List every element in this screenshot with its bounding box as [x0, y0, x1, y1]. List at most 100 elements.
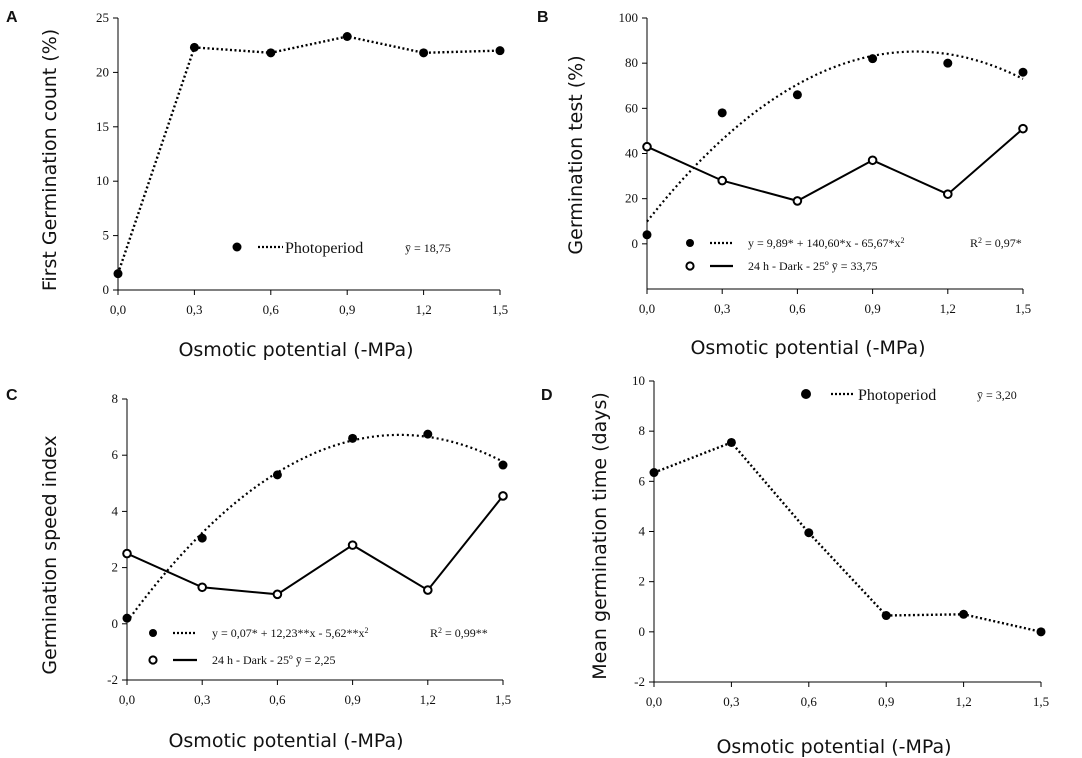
x-tick-label: 0,9	[344, 692, 360, 707]
data-point-open	[717, 175, 728, 186]
series-line-solid	[126, 495, 504, 596]
panel-c-letter: C	[6, 387, 18, 404]
panel-d-letter: D	[541, 387, 553, 404]
data-point-filled	[348, 433, 358, 443]
x-tick-label: 0,0	[646, 694, 662, 709]
x-tick-label: 0,9	[339, 302, 355, 317]
y-tick-label: 0	[112, 616, 119, 631]
x-tick-label: 1,2	[955, 694, 971, 709]
y-tick-label: 5	[103, 228, 110, 243]
x-tick-label: 0,6	[801, 694, 818, 709]
panel-d-ylabel: Mean germination time (days)	[589, 392, 611, 680]
y-tick-label: 10	[96, 173, 109, 188]
panel-c-ylabel: Germination speed index	[39, 435, 61, 674]
x-tick-label: 1,5	[492, 302, 508, 317]
x-tick-label: 1,2	[940, 301, 956, 316]
x-tick-label: 0,0	[110, 302, 126, 317]
panel-c: C Osmotic potential (-MPa) Germination s…	[6, 387, 511, 752]
legend-dark-label: 24 h - Dark - 25º ȳ = 2,25	[212, 653, 335, 667]
legend-marker-open	[148, 655, 158, 665]
legend-marker-filled	[149, 629, 157, 637]
y-tick-label: 4	[639, 524, 646, 539]
panel-d-plot: -2 0 2 4 6 8 10 0,0 0,3 0,6 0,9 1,2 1,5	[632, 373, 1049, 709]
legend-marker-filled	[232, 242, 242, 252]
y-tick-label: 15	[96, 119, 109, 134]
data-point-filled	[197, 533, 207, 543]
data-point-open	[642, 141, 652, 152]
data-point-filled	[1018, 67, 1028, 77]
data-point-filled	[959, 609, 969, 619]
series-line-dotted	[116, 35, 501, 275]
data-point-filled	[122, 613, 132, 623]
data-point-open	[272, 589, 283, 600]
y-tick-label: 10	[632, 373, 645, 388]
x-tick-label: 0,6	[789, 301, 806, 316]
panel-a-legend: Photoperiod ȳ = 18,75	[232, 240, 451, 257]
legend-label-photoperiod: Photoperiod	[858, 387, 936, 404]
legend-mean: ȳ = 18,75	[405, 241, 451, 255]
data-point-open	[423, 585, 433, 595]
data-point-filled	[726, 437, 736, 447]
data-point-filled	[1036, 627, 1046, 637]
x-tick-label: 0,3	[714, 301, 730, 316]
x-tick-label: 1,5	[495, 692, 511, 707]
panel-b-letter: B	[537, 9, 549, 26]
panel-c-plot: -2 0 2 4 6 8 0,0 0,3 0,6 0,9 1,2 1,5	[107, 391, 511, 707]
data-point-open	[122, 548, 132, 559]
x-tick-label: 0,9	[864, 301, 880, 316]
panel-b-xlabel: Osmotic potential (-MPa)	[690, 337, 925, 359]
panel-a-xlabel: Osmotic potential (-MPa)	[178, 339, 413, 361]
y-tick-label: 6	[112, 447, 119, 462]
data-point-filled	[868, 54, 878, 64]
x-tick-label: 1,2	[415, 302, 431, 317]
y-tick-label: 25	[96, 10, 109, 25]
series-line-solid	[646, 127, 1024, 202]
x-tick-label: 1,5	[1015, 301, 1031, 316]
y-tick-label: 8	[112, 391, 119, 406]
data-point-open	[498, 491, 508, 501]
data-point-filled	[881, 611, 891, 621]
legend-label-photoperiod: Photoperiod	[285, 240, 363, 257]
panel-c-xlabel: Osmotic potential (-MPa)	[168, 730, 403, 752]
y-tick-label: 2	[112, 560, 119, 575]
y-tick-label: 20	[96, 64, 109, 79]
data-point-filled	[266, 48, 276, 58]
x-tick-label: 0,9	[878, 694, 894, 709]
y-tick-label: 80	[625, 55, 638, 70]
y-tick-label: 20	[625, 191, 638, 206]
y-tick-label: 6	[639, 473, 646, 488]
x-tick-label: 0,3	[194, 692, 210, 707]
data-point-open	[792, 196, 803, 206]
data-point-filled	[498, 460, 508, 470]
data-point-filled	[342, 31, 352, 41]
data-point-filled	[717, 108, 727, 118]
fit-curve	[126, 433, 504, 623]
y-tick-label: 8	[639, 423, 646, 438]
y-tick-label: 0	[639, 624, 646, 639]
y-tick-label: 0	[103, 282, 110, 297]
panel-b-plot: 0 20 40 60 80 100 0,0 0,3 0,6 0,9 1,2 1,5	[619, 10, 1032, 316]
legend-r-squared: R2 = 0,97*	[970, 236, 1022, 251]
data-point-filled	[495, 46, 505, 56]
data-point-filled	[419, 48, 429, 58]
x-tick-label: 0,0	[639, 301, 655, 316]
data-point-filled	[423, 429, 433, 439]
panel-a-plot: 0 5 10 15 20 25 0,0 0,3 0,6 0,9 1,2 1,5	[96, 10, 508, 317]
panel-b-ylabel: Germination test (%)	[565, 55, 587, 254]
fit-curve	[646, 50, 1024, 223]
legend-mean: ȳ = 3,20	[977, 388, 1017, 402]
data-point-filled	[272, 470, 282, 480]
legend-marker-filled	[801, 389, 811, 399]
panel-a: A Osmotic potential (-MPa) First Germina…	[6, 9, 508, 361]
y-tick-label: 100	[619, 10, 639, 25]
y-tick-label: 40	[625, 146, 638, 161]
y-tick-label: 2	[639, 574, 646, 589]
legend-equation: y = 0,07* + 12,23**x - 5,62**x2	[212, 626, 369, 641]
panel-d-xlabel: Osmotic potential (-MPa)	[716, 736, 951, 758]
series-line-dotted	[653, 441, 1042, 633]
legend-equation: y = 9,89* + 140,60*x - 65,67*x2	[748, 236, 905, 251]
x-tick-label: 1,2	[420, 692, 436, 707]
legend-r-squared: R2 = 0,99**	[430, 626, 488, 641]
x-tick-label: 0,6	[263, 302, 280, 317]
data-point-open	[1018, 123, 1028, 134]
